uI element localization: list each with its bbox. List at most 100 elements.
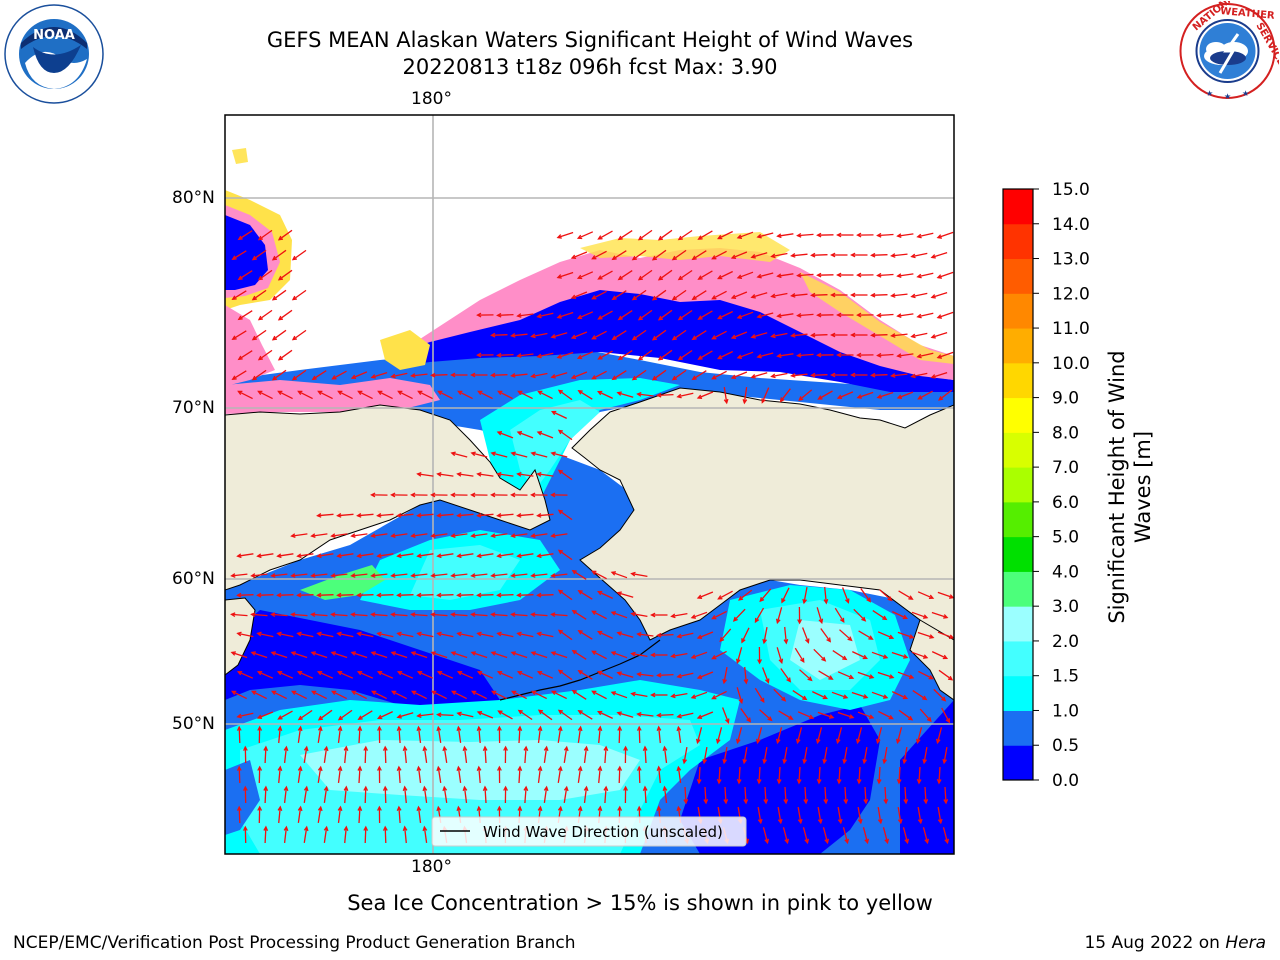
wind-wave-arrow <box>773 688 786 702</box>
wind-wave-arrow <box>438 390 453 400</box>
wind-wave-arrow-head <box>631 255 637 261</box>
wind-wave-arrow-head <box>517 390 523 395</box>
wind-wave-arrow-head <box>343 825 349 832</box>
wind-wave-arrow-head <box>902 758 908 765</box>
wind-wave-arrow-head <box>770 373 776 379</box>
wind-wave-arrow <box>377 632 394 638</box>
wind-wave-arrow-head <box>376 592 382 598</box>
wind-wave-arrow-head <box>875 738 881 745</box>
wind-wave-arrow <box>377 553 394 557</box>
wind-wave-arrow-head <box>623 785 628 791</box>
wind-wave-arrow <box>797 353 814 357</box>
wind-wave-arrow <box>543 747 548 763</box>
wind-wave-arrow <box>477 632 494 638</box>
wind-wave-arrow-head <box>764 838 770 845</box>
wind-wave-arrow-head <box>456 513 462 518</box>
wind-wave-arrow <box>311 573 328 577</box>
wind-wave-arrow-head <box>276 592 282 598</box>
wind-wave-arrow-head <box>243 825 248 831</box>
wind-wave-arrow-head <box>743 799 749 805</box>
wind-wave-arrow <box>232 370 247 380</box>
wind-wave-arrow <box>657 393 674 397</box>
wind-wave-arrow <box>718 310 733 320</box>
wind-wave-arrow <box>831 691 848 699</box>
wind-wave-arrow-head <box>591 570 597 575</box>
wind-wave-arrow <box>811 334 828 336</box>
wind-wave-arrow <box>637 393 654 397</box>
wind-wave-arrow <box>737 271 754 279</box>
wind-wave-arrow <box>317 671 334 679</box>
wind-wave-arrow <box>637 673 654 677</box>
wind-wave-arrow <box>278 309 293 321</box>
wind-wave-arrow-head <box>236 670 243 676</box>
wind-wave-arrow <box>251 651 268 659</box>
wind-wave-arrow-head <box>416 765 422 772</box>
wind-wave-arrow-head <box>823 598 829 605</box>
wind-wave-arrow <box>351 371 368 379</box>
wind-wave-arrow-head <box>802 598 808 605</box>
wind-wave-arrow-head <box>755 738 761 745</box>
wind-wave-arrow-head <box>470 533 476 539</box>
wind-wave-arrow-head <box>297 725 303 732</box>
wind-wave-arrow <box>571 291 588 299</box>
wind-wave-arrow-head <box>690 654 696 659</box>
wind-wave-arrow-head <box>577 670 583 675</box>
wind-wave-arrow <box>517 313 534 317</box>
wind-wave-arrow <box>578 590 593 600</box>
wind-wave-arrow <box>657 713 674 717</box>
wind-wave-arrow <box>832 650 847 660</box>
wind-wave-arrow-head <box>877 818 883 825</box>
wind-wave-arrow-head <box>243 785 248 791</box>
wind-wave-arrow <box>257 594 274 596</box>
wind-wave-arrow-head <box>496 553 502 559</box>
wind-wave-arrow-head <box>717 274 723 280</box>
wind-wave-arrow <box>337 632 354 638</box>
wind-wave-arrow-head <box>482 745 488 751</box>
wind-wave-arrow-head <box>816 352 822 358</box>
wind-wave-arrow-head <box>883 694 889 699</box>
wind-wave-arrow-head <box>270 690 277 695</box>
wind-wave-arrow <box>337 767 342 783</box>
wind-wave-arrow <box>718 230 733 240</box>
wind-wave-arrow <box>692 330 707 340</box>
wind-wave-arrow-head <box>926 716 932 723</box>
wind-wave-arrow <box>437 727 442 743</box>
wind-wave-arrow <box>837 671 854 679</box>
wind-wave-arrow-head <box>356 631 362 637</box>
wind-wave-arrow-head <box>576 354 583 360</box>
wind-wave-arrow <box>557 311 574 319</box>
wind-wave-arrow-head <box>497 725 502 731</box>
wind-wave-arrow-head <box>611 255 617 261</box>
wind-wave-arrow-head <box>807 676 813 682</box>
wind-wave-arrow <box>292 329 307 341</box>
wind-wave-arrow-head <box>677 235 683 241</box>
wind-wave-arrow <box>391 372 408 378</box>
wind-wave-arrow-head <box>462 785 468 792</box>
wind-wave-arrow-head <box>231 375 237 380</box>
wind-wave-arrow-head <box>711 295 717 300</box>
wind-wave-arrow <box>272 690 287 700</box>
wind-wave-arrow-head <box>470 492 476 498</box>
wind-wave-arrow <box>377 671 394 679</box>
wind-wave-arrow-head <box>790 373 796 378</box>
wind-wave-arrow-head <box>410 612 416 618</box>
wind-wave-arrow-head <box>784 838 790 845</box>
wind-wave-arrow <box>377 513 394 517</box>
wind-wave-arrow <box>563 747 568 763</box>
wind-wave-arrow-head <box>550 690 557 695</box>
wind-wave-arrow-head <box>577 630 583 635</box>
wind-wave-arrow <box>783 746 788 764</box>
wind-wave-arrow <box>457 632 474 638</box>
wind-wave-arrow-head <box>836 232 842 238</box>
wind-wave-arrow-head <box>816 272 822 278</box>
wind-wave-arrow <box>718 270 733 280</box>
wind-wave-arrow-head <box>677 275 683 281</box>
wind-wave-arrow <box>942 827 949 843</box>
wind-wave-arrow <box>877 806 882 824</box>
wind-wave-arrow-head <box>296 631 302 637</box>
wind-wave-arrow-head <box>577 390 583 395</box>
land-kamchatka <box>225 597 256 676</box>
wind-wave-arrow <box>517 431 534 439</box>
wind-wave-arrow-head <box>237 275 243 281</box>
wind-wave-arrow <box>238 806 241 824</box>
